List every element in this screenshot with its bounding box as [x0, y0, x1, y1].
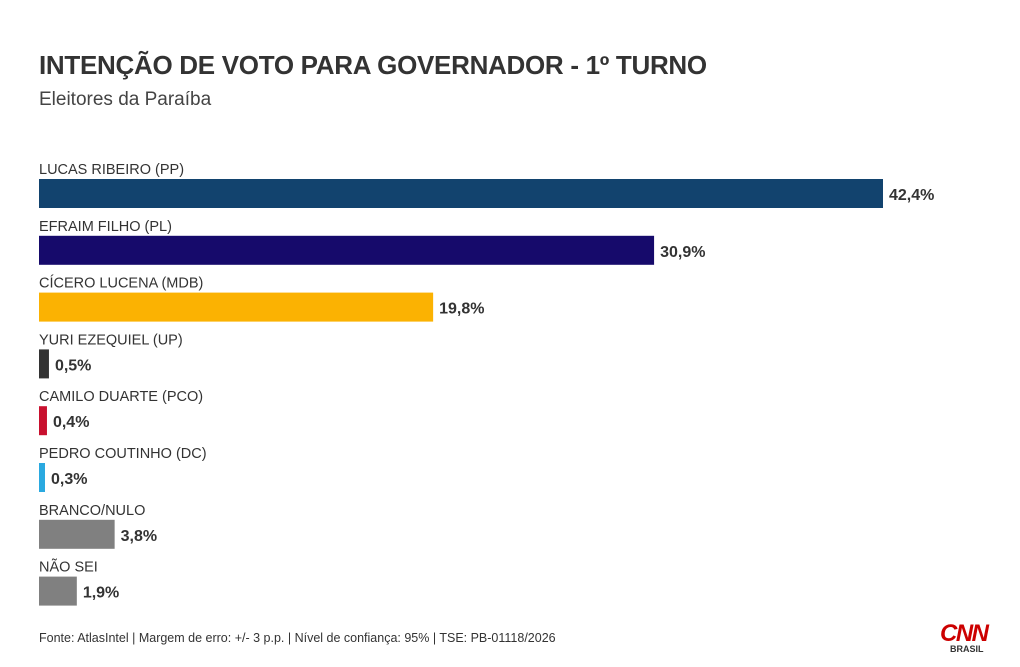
- chart-subtitle: Eleitores da Paraíba: [39, 89, 212, 110]
- category-label-cicero-lucena-mdb: CÍCERO LUCENA (MDB): [39, 275, 203, 292]
- chart-title: INTENÇÃO DE VOTO PARA GOVERNADOR - 1º TU…: [39, 50, 707, 80]
- logo-wordmark: CNN: [940, 620, 989, 647]
- category-label-nao-sei: NÃO SEI: [39, 559, 98, 576]
- logo-subtext: BRASIL: [950, 644, 984, 654]
- value-label-yuri-ezequiel-up: 0,5%: [55, 357, 91, 374]
- value-label-efraim-filho-pl: 30,9%: [660, 244, 705, 261]
- bar-chart: LUCAS RIBEIRO (PP) 42,4% EFRAIM FILHO (PL)…: [39, 162, 934, 606]
- category-label-yuri-ezequiel-up: YURI EZEQUIEL (UP): [39, 332, 183, 348]
- value-label-camilo-duarte-pco: 0,4%: [53, 414, 89, 431]
- bar-lucas-ribeiro-pp: [39, 179, 883, 208]
- category-label-efraim-filho-pl: EFRAIM FILHO (PL): [39, 219, 172, 235]
- bar-nao-sei: [39, 576, 77, 606]
- category-label-branco-nulo: BRANCO/NULO: [39, 503, 145, 519]
- category-label-pedro-coutinho-dc: PEDRO COUTINHO (DC): [39, 446, 207, 462]
- value-label-lucas-ribeiro-pp: 42,4%: [889, 187, 934, 204]
- value-label-nao-sei: 1,9%: [83, 585, 119, 602]
- value-label-cicero-lucena-mdb: 19,8%: [439, 301, 484, 318]
- bar-pedro-coutinho-dc: [39, 463, 45, 492]
- category-label-camilo-duarte-pco: CAMILO DUARTE (PCO): [39, 389, 203, 405]
- bar-yuri-ezequiel-up: [39, 349, 49, 379]
- source-footer: Fonte: AtlasIntel | Margem de erro: +/- …: [39, 631, 556, 645]
- value-label-branco-nulo: 3,8%: [121, 528, 157, 545]
- bar-efraim-filho-pl: [39, 235, 655, 265]
- cnn-brasil-logo: CNN BRASIL: [940, 620, 990, 656]
- bar-cicero-lucena-mdb: [39, 292, 434, 322]
- bar-camilo-duarte-pco: [39, 406, 47, 436]
- value-label-pedro-coutinho-dc: 0,3%: [51, 471, 87, 488]
- category-label-lucas-ribeiro-pp: LUCAS RIBEIRO (PP): [39, 162, 184, 178]
- bar-branco-nulo: [39, 519, 115, 549]
